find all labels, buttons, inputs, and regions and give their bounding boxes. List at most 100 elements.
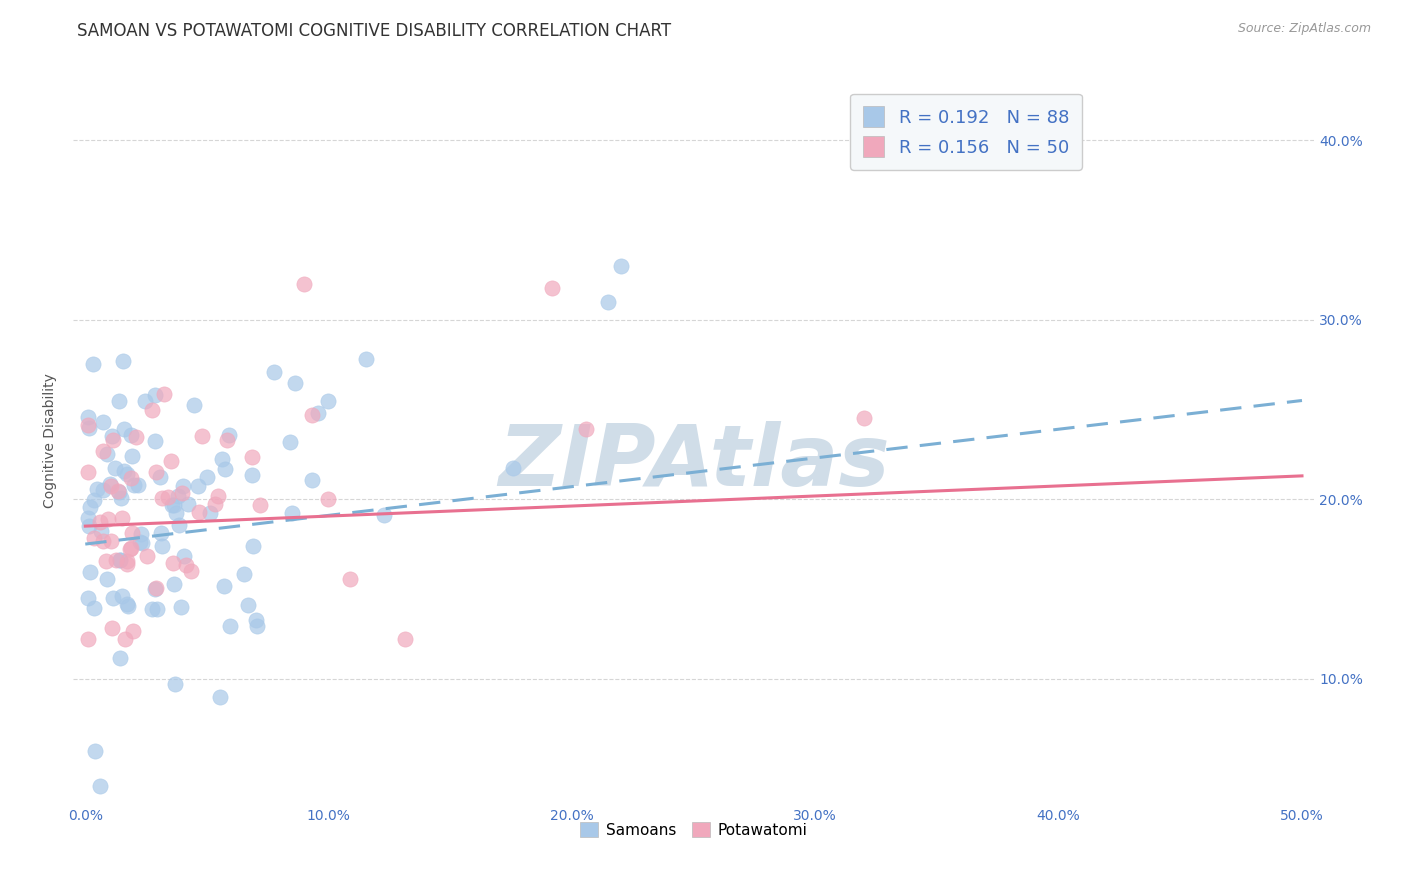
Point <box>240 450 263 464</box>
Point <box>101 433 124 447</box>
Point <box>143 388 166 402</box>
Point <box>127 477 149 491</box>
Point <box>121 526 143 541</box>
Point <box>77 418 100 433</box>
Point <box>100 534 122 549</box>
Point <box>121 624 143 638</box>
Point <box>110 491 132 506</box>
Point <box>97 512 120 526</box>
Point <box>96 554 118 568</box>
Point <box>91 533 114 548</box>
Point <box>215 433 238 447</box>
Point <box>104 460 127 475</box>
Point <box>373 508 395 523</box>
Point <box>598 294 620 309</box>
Point <box>143 582 166 596</box>
Point <box>263 365 285 379</box>
Point <box>316 491 339 506</box>
Point <box>77 518 100 533</box>
Point <box>111 511 134 525</box>
Point <box>89 516 111 530</box>
Point <box>121 449 143 463</box>
Point <box>104 553 127 567</box>
Point <box>207 489 229 503</box>
Point <box>108 394 131 409</box>
Point <box>149 470 172 484</box>
Point <box>76 591 98 605</box>
Point <box>165 506 187 520</box>
Point <box>145 582 167 596</box>
Point <box>187 479 209 493</box>
Point <box>115 597 138 611</box>
Point <box>114 632 136 646</box>
Point <box>141 402 163 417</box>
Point <box>107 483 129 498</box>
Point <box>214 462 236 476</box>
Point <box>76 409 98 424</box>
Point <box>163 498 186 512</box>
Point <box>152 540 174 554</box>
Point <box>218 427 240 442</box>
Point <box>108 650 131 665</box>
Point <box>141 601 163 615</box>
Point <box>125 430 148 444</box>
Point <box>96 572 118 586</box>
Point <box>160 454 183 468</box>
Point <box>157 490 180 504</box>
Point <box>394 632 416 647</box>
Point <box>162 556 184 570</box>
Text: ZIPAtlas: ZIPAtlas <box>498 421 890 504</box>
Point <box>242 539 264 553</box>
Text: Source: ZipAtlas.com: Source: ZipAtlas.com <box>1237 22 1371 36</box>
Point <box>208 690 231 704</box>
Point <box>90 524 112 538</box>
Point <box>108 485 131 500</box>
Point <box>240 468 263 483</box>
Point <box>502 460 524 475</box>
Point <box>83 601 105 615</box>
Point <box>136 549 159 563</box>
Point <box>115 554 138 568</box>
Point <box>176 497 198 511</box>
Point <box>77 632 100 647</box>
Point <box>91 415 114 429</box>
Point <box>318 394 340 409</box>
Point <box>120 471 142 485</box>
Point <box>170 486 193 500</box>
Point <box>131 535 153 549</box>
Point <box>204 497 226 511</box>
Point <box>238 599 260 613</box>
Point <box>111 353 134 368</box>
Point <box>76 465 98 479</box>
Point <box>120 427 142 442</box>
Point <box>128 535 150 549</box>
Point <box>301 408 323 422</box>
Point <box>83 744 105 758</box>
Point <box>195 470 218 484</box>
Point <box>211 452 233 467</box>
Point <box>115 558 138 572</box>
Point <box>134 394 156 409</box>
Point <box>111 589 134 603</box>
Point <box>541 280 564 294</box>
Point <box>118 541 141 556</box>
Point <box>170 600 193 615</box>
Point <box>187 505 209 519</box>
Point <box>122 478 145 492</box>
Point <box>245 613 267 627</box>
Point <box>146 602 169 616</box>
Point <box>284 376 307 391</box>
Point <box>112 422 135 436</box>
Point <box>86 483 108 497</box>
Point <box>339 572 361 586</box>
Point <box>120 541 142 555</box>
Point <box>83 531 105 545</box>
Point <box>77 421 100 435</box>
Text: SAMOAN VS POTAWATOMI COGNITIVE DISABILITY CORRELATION CHART: SAMOAN VS POTAWATOMI COGNITIVE DISABILIT… <box>77 22 672 40</box>
Point <box>79 500 101 514</box>
Point <box>214 579 236 593</box>
Point <box>278 434 301 449</box>
Point <box>108 553 131 567</box>
Legend: Samoans, Potawatomi: Samoans, Potawatomi <box>574 815 814 844</box>
Point <box>163 676 186 690</box>
